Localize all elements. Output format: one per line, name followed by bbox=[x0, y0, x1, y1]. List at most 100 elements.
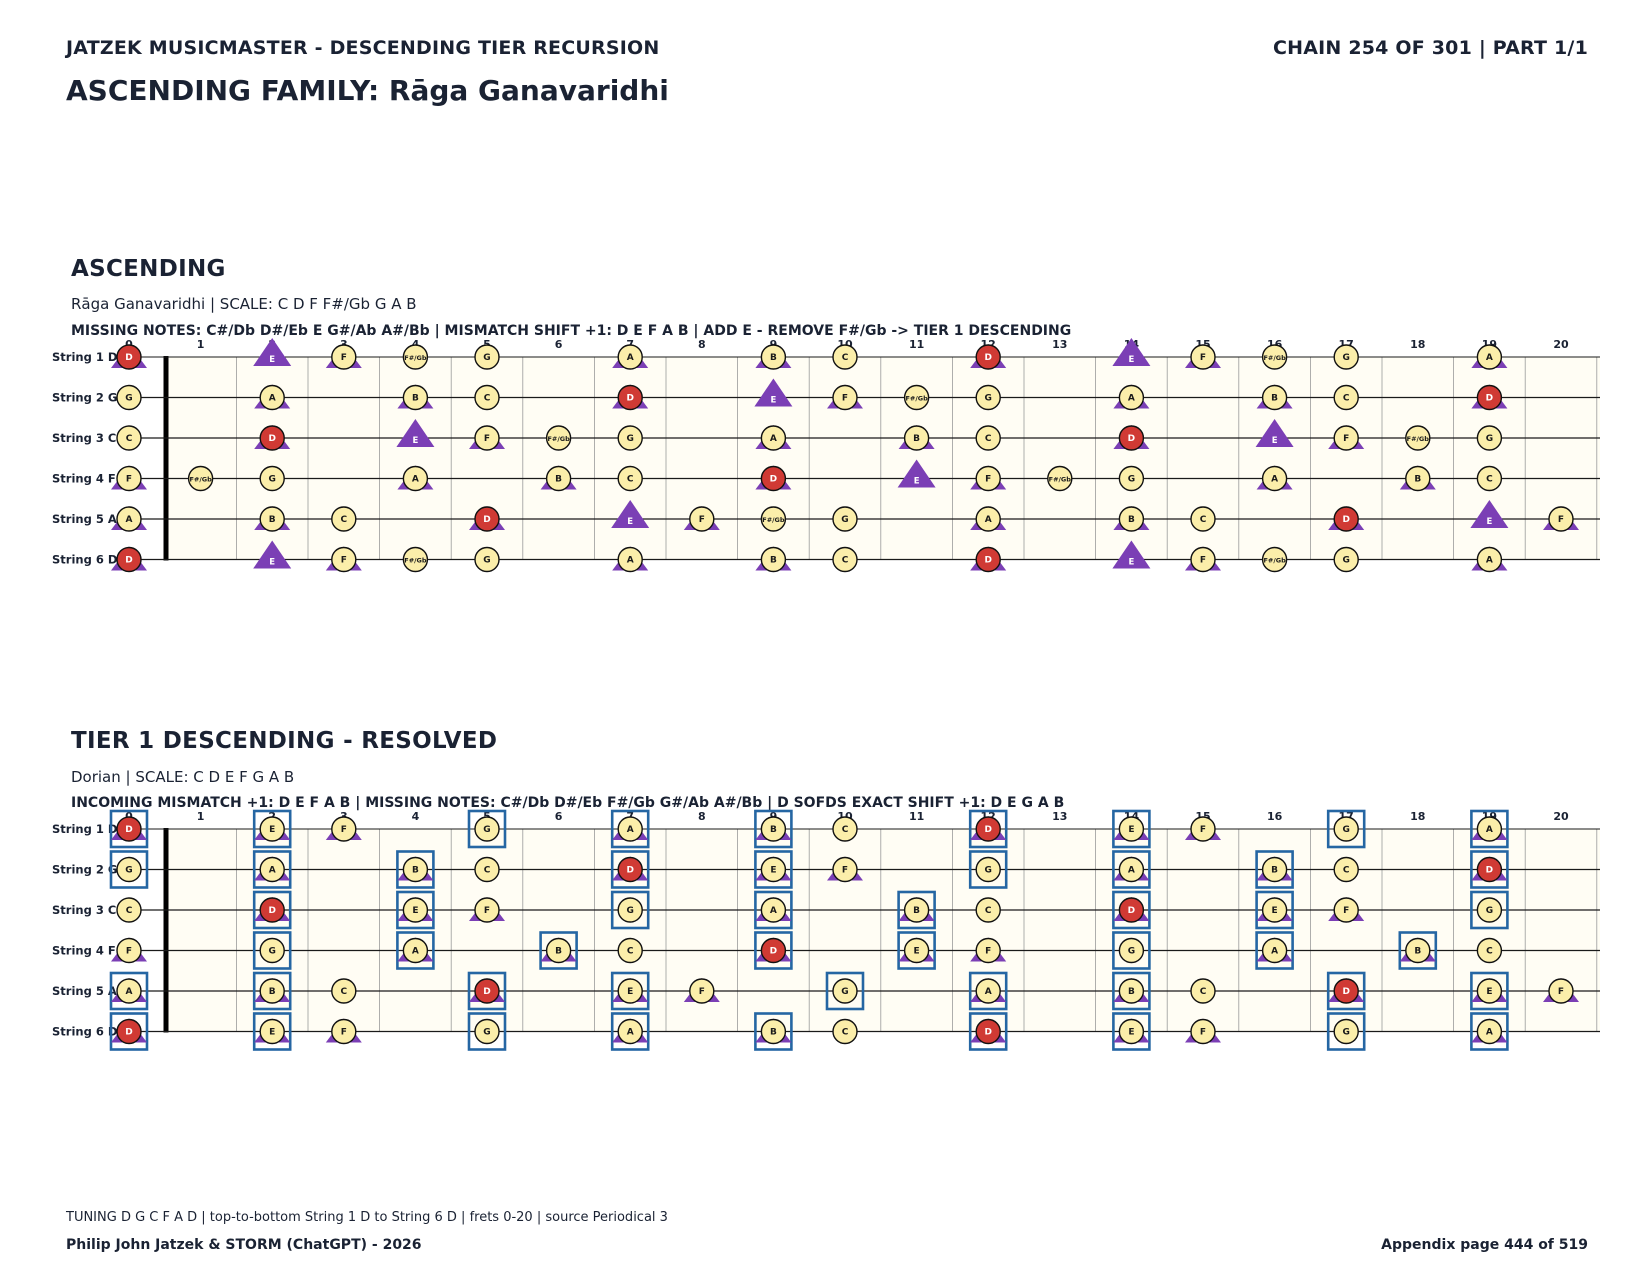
note-circle bbox=[832, 856, 858, 883]
note-label: E bbox=[1128, 825, 1134, 835]
note-marker: C bbox=[832, 816, 858, 842]
root-note-circle bbox=[617, 384, 643, 411]
note-circle bbox=[545, 465, 572, 492]
note-circle bbox=[474, 856, 500, 883]
note-marker: G bbox=[109, 850, 149, 889]
note-label: A bbox=[1271, 947, 1278, 957]
shift-triangle bbox=[754, 378, 793, 407]
note-circle bbox=[1476, 344, 1503, 370]
note-circle bbox=[474, 344, 500, 370]
note-label: F bbox=[341, 556, 347, 566]
note-marker: G bbox=[968, 850, 1008, 889]
note-circle bbox=[1476, 978, 1503, 1004]
note-label: E bbox=[627, 987, 633, 997]
note-circle bbox=[402, 856, 429, 883]
fret-number: 11 bbox=[909, 338, 924, 351]
note-label: G bbox=[125, 394, 132, 404]
note-marker: F#/Gb bbox=[760, 506, 787, 532]
match-box bbox=[1470, 809, 1509, 849]
root-note-circle bbox=[259, 425, 285, 451]
note-label: B bbox=[412, 866, 419, 876]
note-marker: F#/Gb bbox=[1261, 344, 1288, 370]
note-marker: F bbox=[827, 856, 863, 883]
match-box bbox=[252, 1012, 292, 1051]
note-label: G bbox=[1486, 906, 1493, 916]
section-title-tier1: TIER 1 DESCENDING - RESOLVED bbox=[71, 728, 498, 754]
fretboard-ascending: String 1 D String 2 G String 3 C String 4 F… bbox=[52, 338, 1600, 573]
match-box bbox=[252, 890, 292, 930]
note-label: A bbox=[627, 825, 634, 835]
root-note-circle bbox=[760, 937, 787, 964]
match-box bbox=[109, 971, 149, 1011]
note-label: E bbox=[1272, 436, 1278, 446]
note-marker: E bbox=[253, 338, 292, 366]
note-label: F#/Gb bbox=[404, 354, 427, 362]
note-label: F bbox=[341, 353, 347, 363]
note-marker: G bbox=[825, 971, 865, 1011]
note-label: D bbox=[1128, 434, 1135, 444]
note-marker: F bbox=[1185, 344, 1221, 370]
match-box bbox=[1255, 931, 1294, 970]
note-marker: E bbox=[1112, 338, 1151, 366]
root-note-circle bbox=[760, 465, 787, 492]
note-label: B bbox=[770, 1028, 777, 1038]
note-circle bbox=[760, 1018, 787, 1045]
note-marker: G bbox=[259, 465, 285, 492]
note-circle bbox=[832, 816, 858, 842]
note-label: G bbox=[841, 987, 848, 997]
note-marker: A bbox=[612, 546, 649, 573]
root-note-circle bbox=[1333, 506, 1359, 532]
note-circle bbox=[617, 1018, 643, 1045]
note-marker: D bbox=[968, 809, 1008, 849]
note-marker: D bbox=[970, 546, 1007, 573]
match-box bbox=[467, 971, 507, 1011]
note-circle bbox=[760, 506, 787, 532]
note-marker: F bbox=[469, 897, 505, 923]
note-circle bbox=[1118, 465, 1145, 492]
note-marker: D bbox=[755, 465, 792, 492]
note-marker: E bbox=[897, 459, 936, 488]
note-label: F bbox=[1343, 434, 1349, 444]
root-note-circle bbox=[975, 1018, 1001, 1045]
note-circle bbox=[116, 937, 142, 964]
note-label: D bbox=[125, 353, 132, 363]
note-label: E bbox=[1128, 1028, 1134, 1038]
note-marker: D bbox=[111, 546, 147, 573]
note-marker: E bbox=[253, 540, 292, 569]
note-label: D bbox=[268, 434, 275, 444]
note-circle bbox=[689, 978, 715, 1004]
note-label: G bbox=[1343, 825, 1350, 835]
note-label: G bbox=[483, 353, 490, 363]
note-circle bbox=[1476, 897, 1503, 923]
note-marker: B bbox=[1255, 850, 1294, 889]
note-marker: G bbox=[116, 384, 142, 411]
note-marker: D bbox=[467, 971, 507, 1011]
note-label: D bbox=[984, 353, 991, 363]
shift-triangle bbox=[1470, 500, 1509, 528]
note-marker: A bbox=[612, 344, 649, 370]
fret-number: 20 bbox=[1553, 810, 1569, 823]
root-note-circle bbox=[975, 816, 1001, 842]
match-box bbox=[1326, 809, 1366, 849]
string-label: String 4 F bbox=[52, 944, 116, 958]
note-marker: D bbox=[754, 931, 793, 970]
note-marker: G bbox=[1326, 1012, 1366, 1051]
note-marker: B bbox=[1399, 465, 1436, 492]
fret-number: 18 bbox=[1410, 338, 1425, 351]
note-label: G bbox=[1343, 353, 1350, 363]
note-circle bbox=[1476, 1018, 1503, 1045]
note-label: C bbox=[842, 353, 849, 363]
note-marker: B bbox=[1113, 506, 1150, 532]
note-marker: C bbox=[474, 856, 500, 883]
note-marker: E bbox=[252, 809, 292, 849]
note-label: F bbox=[699, 515, 705, 525]
note-label: F bbox=[1200, 1028, 1206, 1038]
note-label: B bbox=[269, 515, 276, 525]
note-marker: E bbox=[1112, 540, 1151, 569]
string-label: String 3 C bbox=[52, 431, 116, 445]
note-marker: G bbox=[975, 384, 1001, 411]
note-circle bbox=[474, 1018, 500, 1045]
note-label: F bbox=[842, 394, 848, 404]
note-label: G bbox=[125, 866, 132, 876]
match-box bbox=[1255, 850, 1294, 889]
